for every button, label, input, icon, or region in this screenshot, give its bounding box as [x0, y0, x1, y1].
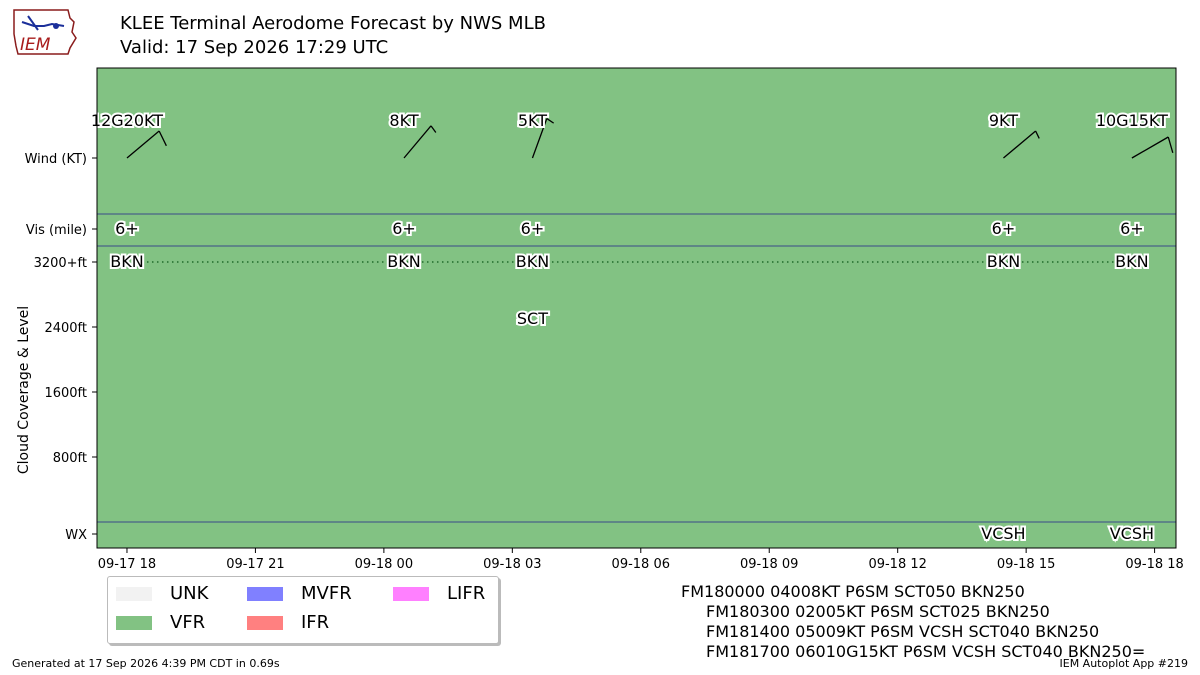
cloud-label-4-0: BKN	[1115, 252, 1148, 271]
legend: UNK VFR MVFR IFR LIFR	[107, 576, 499, 644]
vis-label-0: 6+	[115, 219, 139, 238]
plot-frame	[96, 67, 1177, 549]
y-tick-label-cloud-3: 800ft	[53, 451, 87, 466]
y-label-vis: Vis (mile)	[26, 223, 87, 238]
x-tick-label-8: 09-18 18	[1125, 557, 1183, 572]
cloud-label-2-1: SCT	[517, 309, 548, 328]
vis-label-1: 6+	[392, 219, 416, 238]
wind-barb-half-2	[546, 117, 555, 124]
legend-swatch-lifr	[393, 586, 429, 601]
wind-barb-full-4-0	[1167, 136, 1174, 154]
x-tick-label-5: 09-18 09	[740, 557, 798, 572]
legend-label-ifr: IFR	[301, 612, 330, 633]
wind-barb-staff-4	[1131, 136, 1169, 159]
wind-barb-staff-2	[531, 118, 548, 159]
vis-label-2: 6+	[521, 219, 545, 238]
generated-note: Generated at 17 Sep 2026 4:39 PM CDT in …	[12, 657, 280, 670]
app-note: IEM Autoplot App #219	[1059, 657, 1189, 670]
cloud-axis-label: Cloud Coverage & Level	[16, 306, 32, 474]
legend-label-vfr: VFR	[170, 612, 206, 633]
wind-label-2: 5KT	[518, 111, 547, 130]
cloud-label-3-0: BKN	[987, 252, 1020, 271]
plot-background	[97, 68, 1176, 548]
wind-barb-full-0-0	[158, 130, 167, 147]
y-label-wx: WX	[65, 528, 87, 543]
page-title: KLEE Terminal Aerodome Forecast by NWS M…	[120, 12, 546, 60]
x-tick-label-2: 09-18 00	[355, 557, 413, 572]
legend-item-ifr: IFR	[247, 612, 329, 633]
title-line-2: Valid: 17 Sep 2026 17:29 UTC	[120, 37, 389, 58]
taf-line-4: FM181700 06010G15KT P6SM VCSH SCT040 BKN…	[706, 642, 1146, 661]
taf-line-3: FM181400 05009KT P6SM VCSH SCT040 BKN250	[706, 622, 1100, 641]
wind-label-1: 8KT	[389, 111, 418, 130]
legend-label-lifr: LIFR	[447, 583, 486, 604]
x-tick-label-4: 09-18 06	[612, 557, 670, 572]
taf-line-2: FM180300 02005KT P6SM SCT025 BKN250	[706, 602, 1050, 621]
x-tick-label-3: 09-18 03	[483, 557, 541, 572]
legend-swatch-ifr	[247, 615, 283, 630]
x-tick-label-1: 09-17 21	[226, 557, 284, 572]
y-tick-label-cloud-0: 3200+ft	[34, 256, 87, 271]
vis-label-3: 6+	[992, 219, 1016, 238]
y-tick-label-cloud-2: 1600ft	[44, 386, 87, 401]
y-tick-label-cloud-1: 2400ft	[44, 321, 87, 336]
logo-text: IEM	[20, 35, 51, 55]
wx-label-3: VCSH	[981, 524, 1025, 543]
taf-line-1: FM180000 04008KT P6SM SCT050 BKN250	[681, 582, 1025, 601]
wind-barb-half-3	[1035, 130, 1040, 139]
vis-label-4: 6+	[1120, 219, 1144, 238]
legend-item-unk: UNK	[116, 583, 208, 604]
legend-label-unk: UNK	[170, 583, 209, 604]
legend-item-vfr: VFR	[116, 612, 205, 633]
wind-label-3: 9KT	[989, 111, 1018, 130]
y-label-wind: Wind (KT)	[25, 152, 87, 167]
wind-barb-staff-0	[126, 130, 160, 159]
wind-barb-half-1	[430, 125, 437, 133]
legend-label-mvfr: MVFR	[301, 583, 352, 604]
x-tick-label-6: 09-18 12	[868, 557, 926, 572]
cloud-label-1-0: BKN	[387, 252, 420, 271]
wx-label-4: VCSH	[1110, 524, 1154, 543]
wind-label-4: 10G15KT	[1096, 111, 1168, 130]
wind-barb-staff-1	[403, 125, 432, 159]
legend-item-mvfr: MVFR	[247, 583, 352, 604]
legend-swatch-vfr	[116, 615, 152, 630]
wind-barb-staff-3	[1003, 130, 1037, 159]
x-tick-label-0: 09-17 18	[98, 557, 156, 572]
legend-item-lifr: LIFR	[393, 583, 485, 604]
legend-swatch-mvfr	[247, 586, 283, 601]
cloud-label-2-0: BKN	[516, 252, 549, 271]
title-line-1: KLEE Terminal Aerodome Forecast by NWS M…	[120, 13, 546, 34]
iem-logo: IEM	[8, 4, 80, 58]
cloud-label-0-0: BKN	[110, 252, 143, 271]
legend-swatch-unk	[116, 586, 152, 601]
wind-label-0: 12G20KT	[91, 111, 163, 130]
x-tick-label-7: 09-18 15	[997, 557, 1055, 572]
